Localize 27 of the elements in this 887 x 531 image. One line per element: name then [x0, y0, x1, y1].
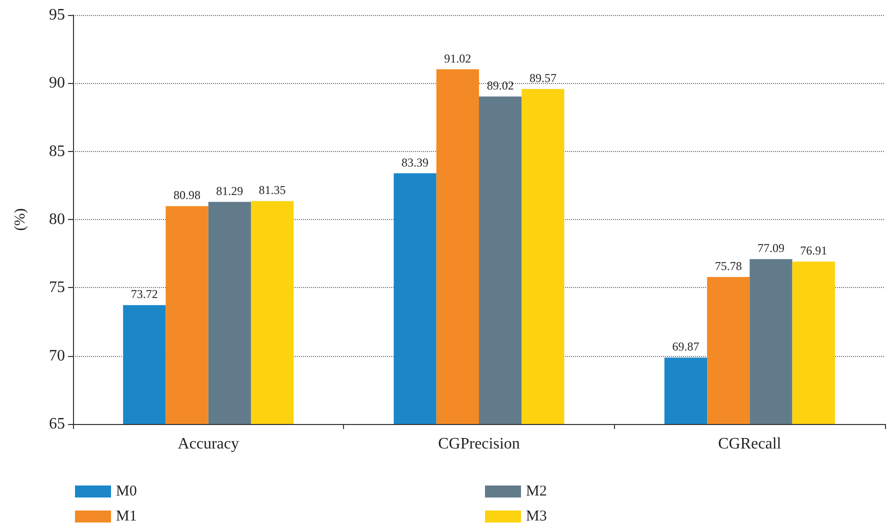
- legend-label: M2: [526, 484, 547, 500]
- data-label: 91.02: [444, 51, 472, 66]
- data-label: 89.02: [486, 78, 514, 93]
- legend-label: M1: [116, 508, 137, 524]
- y-tick-label: 75: [49, 279, 65, 296]
- legend-label: M0: [116, 484, 137, 500]
- x-tick-label: Accuracy: [178, 436, 239, 452]
- data-label: 76.91: [800, 244, 828, 258]
- data-label: 77.09: [757, 241, 784, 256]
- y-tick-label: 90: [49, 74, 65, 92]
- data-label: 69.87: [672, 340, 700, 354]
- y-tick-label: 85: [49, 142, 65, 160]
- legend-label: M3: [526, 508, 547, 524]
- x-tick-label: CGPrecision: [438, 436, 520, 452]
- data-label: 73.72: [130, 287, 158, 302]
- x-tick-label: CGRecall: [718, 436, 782, 452]
- y-tick-label: 70: [49, 347, 65, 364]
- y-tick-label: 65: [49, 416, 65, 432]
- data-label: 75.78: [714, 259, 742, 274]
- data-label: 81.29: [216, 184, 244, 198]
- data-label: 81.35: [258, 183, 286, 198]
- data-label: 80.98: [174, 188, 201, 202]
- y-axis-title: (%): [12, 208, 28, 231]
- data-label: 89.57: [529, 71, 556, 86]
- y-tick-label: 80: [49, 211, 65, 228]
- y-tick-label: 95: [49, 6, 65, 24]
- data-label: 83.39: [402, 155, 429, 170]
